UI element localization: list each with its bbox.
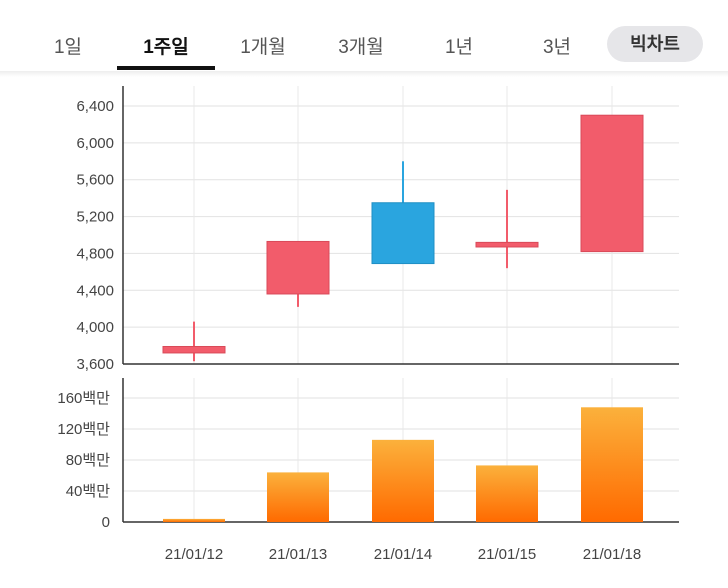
- tab-3-months[interactable]: 3개월: [338, 37, 384, 58]
- volume-tick-label: 120백만: [57, 421, 110, 438]
- volume-bar: [581, 407, 643, 522]
- candle: [475, 189, 539, 269]
- volume-bar-panel: 0 40백만 80백만 120백만 160백만: [57, 378, 679, 531]
- tab-1-day[interactable]: 1일: [53, 37, 83, 58]
- price-candlestick-panel: 3,600 4,000 4,400 4,800 5,200 5,600 6,000 6,400: [76, 86, 679, 373]
- candle: [580, 114, 644, 253]
- volume-tick-label: 160백만: [57, 390, 110, 407]
- volume-bar: [476, 465, 538, 522]
- price-tick-label: 5,200: [76, 209, 114, 226]
- tab-1-month[interactable]: 1개월: [240, 37, 286, 58]
- date-axis: 21/01/12 21/01/13 21/01/14 21/01/15 21/01/18: [165, 546, 641, 563]
- tab-1-year[interactable]: 1년: [444, 37, 474, 58]
- date-tick-label: 21/01/14: [374, 546, 432, 563]
- volume-bar: [372, 439, 434, 522]
- candle-body: [580, 114, 644, 253]
- date-tick-label: 21/01/13: [269, 546, 327, 563]
- candle-body: [475, 241, 539, 248]
- tab-1-week[interactable]: 1주일: [143, 37, 189, 58]
- volume-tick-label: 80백만: [66, 452, 110, 469]
- candle: [371, 161, 435, 265]
- price-tick-label: 6,400: [76, 98, 114, 115]
- candle-body: [371, 202, 435, 265]
- candle-body: [266, 240, 330, 295]
- bigchart-button[interactable]: 빅차트: [607, 26, 703, 62]
- date-tick-label: 21/01/15: [478, 546, 536, 563]
- volume-bar: [267, 472, 329, 522]
- date-tick-label: 21/01/12: [165, 546, 223, 563]
- volume-tick-label: 40백만: [66, 483, 110, 500]
- candle-body: [162, 345, 226, 354]
- tab-3-years[interactable]: 3년: [542, 37, 572, 58]
- volume-bar: [163, 518, 225, 522]
- active-tab-underline: [117, 66, 215, 70]
- price-tick-label: 3,600: [76, 356, 114, 373]
- tabs-divider: [0, 71, 728, 77]
- volume-tick-label: 0: [102, 514, 110, 531]
- date-tick-label: 21/01/18: [583, 546, 641, 563]
- price-tick-label: 5,600: [76, 172, 114, 189]
- period-tabs: 1일 1주일 1개월 3개월 1년 3년 빅차트: [0, 0, 728, 77]
- price-tick-label: 4,000: [76, 319, 114, 336]
- candle: [162, 321, 226, 362]
- price-tick-label: 6,000: [76, 135, 114, 152]
- price-tick-label: 4,800: [76, 245, 114, 262]
- candle: [266, 240, 330, 307]
- price-tick-label: 4,400: [76, 282, 114, 299]
